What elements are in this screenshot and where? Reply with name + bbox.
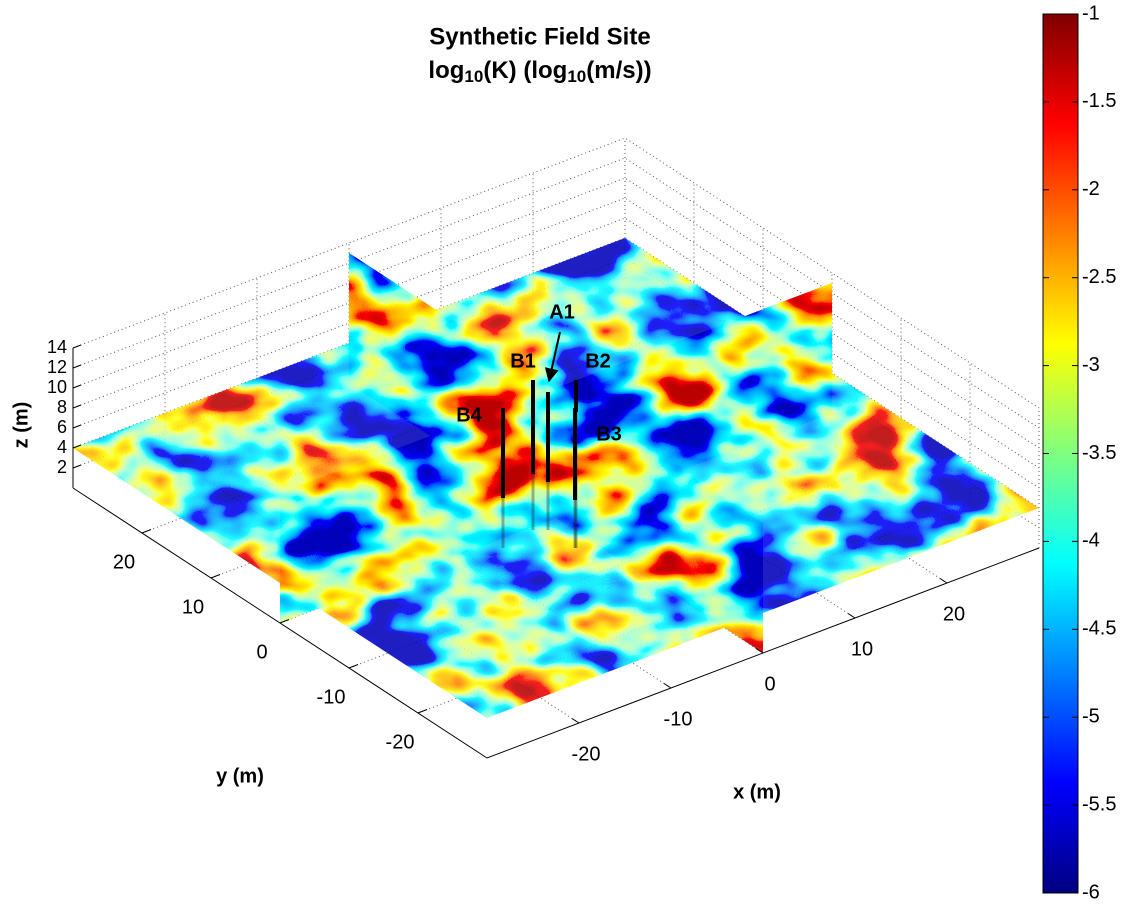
annotation: B4 (456, 404, 482, 426)
annotation: A1 (549, 301, 575, 323)
chart-title: Synthetic Field Site (429, 23, 650, 50)
subtitle-part: 10 (567, 67, 586, 86)
subtitle-part: (K) (log (483, 57, 567, 84)
x-tick (664, 684, 671, 689)
x-tick-label: -10 (664, 708, 693, 730)
colorbar-tick-label: -5 (1082, 705, 1100, 727)
subtitle-part: 10 (464, 67, 483, 86)
colorbar-tick-label: -5.5 (1082, 793, 1116, 815)
z-tick-label: 10 (47, 377, 67, 397)
z-tick-label: 8 (57, 397, 67, 417)
annotation: B1 (510, 350, 536, 372)
annotation: B2 (585, 350, 611, 372)
z-tick-label: 2 (57, 457, 67, 477)
colorbar-tick-label: -1.5 (1082, 90, 1116, 112)
z-tick (73, 465, 81, 468)
colorbar-tick-label: -6 (1082, 881, 1100, 903)
colorbar-tick-label: -4 (1082, 530, 1100, 552)
x-axis-label: x (m) (733, 781, 781, 803)
z-tick (73, 405, 81, 408)
x-tick-label: 20 (943, 603, 965, 625)
annotation: B3 (596, 423, 622, 445)
subtitle-part: (m/s)) (586, 57, 651, 84)
x-tick (572, 719, 579, 724)
colorbar-tick-label: -3.5 (1082, 442, 1116, 464)
z-tick-label: 4 (57, 437, 67, 457)
chart-subtitle: log10(K) (log10(m/s)) (428, 57, 651, 85)
z-tick (73, 385, 81, 388)
z-tick (73, 345, 81, 348)
y-tick-label: -20 (386, 731, 415, 753)
x-tick-label: -20 (572, 743, 601, 765)
y-tick (349, 665, 358, 669)
x-tick (848, 614, 855, 619)
x-tick-label: 10 (851, 638, 873, 660)
colorbar-tick-label: -2 (1082, 178, 1100, 200)
colorbar-tick-label: -3 (1082, 354, 1100, 376)
colorbar-tick-label: -4.5 (1082, 618, 1116, 640)
x-tick-label: 0 (764, 673, 775, 695)
colorbar-tick-label: -2.5 (1082, 266, 1116, 288)
y-tick-label: 0 (256, 641, 267, 663)
y-tick-label: 20 (113, 551, 135, 573)
page: A1B1B2B3B4-20-1001020-20-100102024681012… (0, 0, 1127, 906)
y-axis-label: y (m) (216, 765, 264, 787)
z-tick (73, 425, 81, 428)
z-tick (73, 365, 81, 368)
z-axis-label: z (m) (10, 402, 32, 449)
z-tick-label: 12 (47, 357, 67, 377)
x-tick (940, 579, 947, 584)
y-tick (418, 710, 427, 714)
chart: A1B1B2B3B4-20-1001020-20-100102024681012… (0, 0, 1127, 906)
z-tick-label: 6 (57, 417, 67, 437)
y-tick (142, 530, 151, 534)
y-tick-label: -10 (317, 686, 346, 708)
colorbar-tick-label: -1 (1082, 2, 1100, 24)
subtitle-part: log (428, 57, 464, 84)
y-tick-label: 10 (182, 596, 204, 618)
z-tick-label: 14 (47, 337, 67, 357)
y-tick (211, 575, 220, 579)
